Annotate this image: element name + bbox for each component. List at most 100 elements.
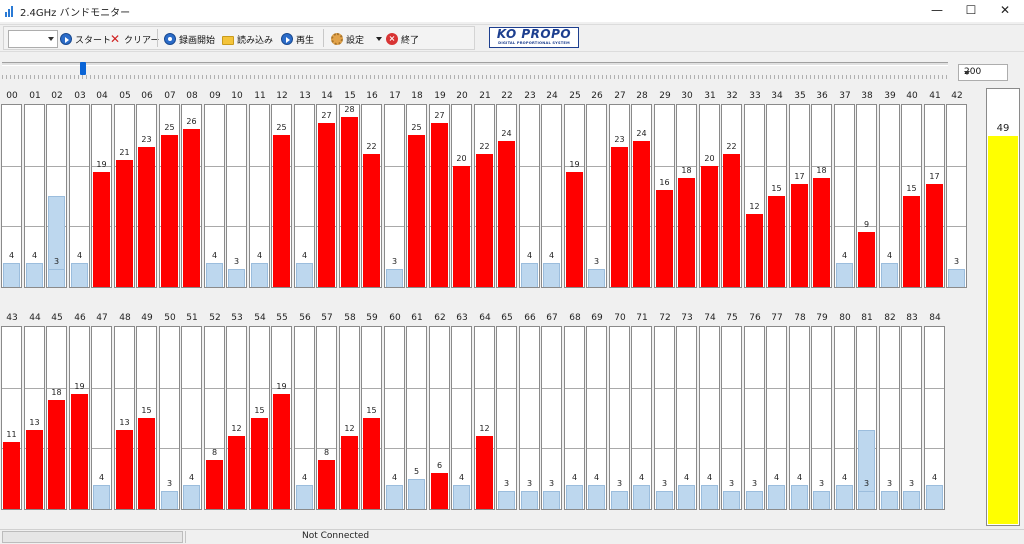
channel-label: 46 — [74, 313, 86, 323]
logo-text: KO PROPO — [496, 27, 572, 41]
channel-plot: 15 — [766, 104, 787, 288]
channel-plot: 8 — [204, 326, 225, 510]
channel-value: 4 — [8, 251, 15, 260]
gridline — [317, 388, 336, 389]
channel-label: 57 — [321, 313, 333, 323]
minimize-button[interactable]: — — [931, 3, 943, 17]
channel-bar — [116, 430, 133, 509]
settings-dropdown-icon[interactable] — [376, 37, 382, 41]
slider-track[interactable] — [2, 62, 948, 66]
channel-plot: 13 — [24, 326, 45, 510]
channel-value: 4 — [571, 473, 578, 482]
gridline — [542, 166, 561, 167]
channel-bar — [926, 184, 943, 287]
channel-value: 12 — [231, 424, 242, 433]
gridline — [520, 226, 539, 227]
channel-value: 4 — [301, 473, 308, 482]
channel-value: 4 — [391, 473, 398, 482]
start-icon — [60, 33, 72, 45]
channel-label: 83 — [906, 313, 918, 323]
close-button[interactable]: ✕ — [999, 3, 1011, 17]
channel-bar — [48, 400, 65, 509]
channel-bar — [543, 263, 560, 287]
channel-label: 33 — [749, 91, 761, 101]
settings-button[interactable]: 設定 — [331, 30, 364, 48]
gridline — [317, 448, 336, 449]
channel-plot: 4 — [766, 326, 787, 510]
channel-bar — [566, 172, 583, 287]
channel-bar — [836, 485, 853, 509]
gridline — [947, 166, 966, 167]
channel-bar — [746, 491, 763, 509]
play-button[interactable]: 再生 — [281, 30, 314, 48]
gridline — [295, 166, 314, 167]
gridline — [295, 448, 314, 449]
channel-bar — [206, 460, 223, 509]
channel-plot: 19 — [91, 104, 112, 288]
channel-bar — [498, 141, 515, 287]
channel-label: 63 — [456, 313, 468, 323]
gridline — [137, 388, 156, 389]
channel-plot: 8 — [316, 326, 337, 510]
channel-value: 4 — [841, 473, 848, 482]
channel-plot: 22 — [721, 104, 742, 288]
channel-label: 22 — [501, 91, 513, 101]
channel-plot: 4 — [631, 326, 652, 510]
gridline — [767, 388, 786, 389]
load-button[interactable]: 読み込み — [222, 30, 273, 48]
channel-value: 4 — [683, 473, 690, 482]
channel-label: 81 — [861, 313, 873, 323]
channel-bar — [318, 460, 335, 509]
channel-bar — [386, 269, 403, 287]
channel-label: 76 — [749, 313, 761, 323]
channel-bar — [453, 166, 470, 287]
title-bar: 2.4GHz バンドモニター — ☐ ✕ — [0, 0, 1024, 22]
gridline — [25, 226, 44, 227]
slider-thumb[interactable] — [80, 62, 86, 75]
gridline — [182, 448, 201, 449]
channel-label: 34 — [771, 91, 783, 101]
channel-label: 29 — [659, 91, 671, 101]
status-progress — [2, 531, 183, 543]
channel-label: 59 — [366, 313, 378, 323]
channel-label: 60 — [389, 313, 401, 323]
zoom-select[interactable]: 200 — [958, 64, 1008, 81]
channel-plot: 5 — [406, 326, 427, 510]
channel-value: 25 — [276, 123, 287, 132]
channel-label: 25 — [569, 91, 581, 101]
zoom-value: 200 — [964, 67, 982, 77]
channel-plot: 4 — [834, 326, 855, 510]
clear-button[interactable]: ✕ クリアー — [109, 30, 160, 48]
status-separator — [185, 531, 186, 543]
timeline-slider[interactable] — [2, 54, 950, 83]
channel-plot: 15 — [136, 326, 157, 510]
channel-plot: 11 — [1, 326, 22, 510]
channel-plot: 4 — [676, 326, 697, 510]
channel-label: 15 — [344, 91, 356, 101]
channel-label: 20 — [456, 91, 468, 101]
gridline — [677, 166, 696, 167]
channel-bar — [768, 485, 785, 509]
channel-plot: 13 — [114, 326, 135, 510]
gridline — [700, 448, 719, 449]
channel-plot: 3 — [46, 104, 67, 288]
maximize-button[interactable]: ☐ — [965, 3, 977, 17]
channel-value: 3 — [751, 479, 758, 488]
gridline — [452, 448, 471, 449]
record-button[interactable]: 録画開始 — [164, 30, 215, 48]
channel-value: 12 — [479, 424, 490, 433]
channel-value: 4 — [706, 473, 713, 482]
channel-bar — [948, 269, 965, 287]
channel-value: 13 — [29, 418, 40, 427]
gridline — [857, 166, 876, 167]
exit-button[interactable]: × 終了 — [386, 30, 419, 48]
channel-value: 25 — [411, 123, 422, 132]
channel-select[interactable] — [8, 30, 58, 48]
gridline — [745, 166, 764, 167]
start-button[interactable]: スタート — [60, 30, 111, 48]
channel-plot: 3 — [654, 326, 675, 510]
channel-plot: 4 — [1, 104, 22, 288]
channel-label: 44 — [29, 313, 41, 323]
channel-bar — [341, 117, 358, 287]
channel-value: 4 — [841, 251, 848, 260]
